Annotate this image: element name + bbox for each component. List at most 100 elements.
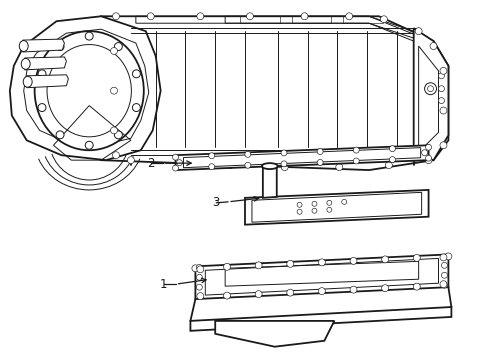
Circle shape — [352, 147, 359, 153]
Polygon shape — [190, 307, 450, 331]
Circle shape — [196, 284, 202, 290]
Polygon shape — [215, 321, 334, 347]
Circle shape — [311, 208, 316, 213]
Circle shape — [110, 48, 117, 54]
Circle shape — [425, 144, 431, 150]
Circle shape — [223, 292, 230, 299]
Circle shape — [380, 16, 386, 23]
Circle shape — [85, 141, 93, 149]
Polygon shape — [195, 255, 447, 299]
Circle shape — [388, 146, 395, 152]
Circle shape — [208, 164, 214, 170]
Circle shape — [425, 155, 431, 161]
Circle shape — [381, 256, 388, 263]
Circle shape — [197, 293, 203, 300]
Circle shape — [444, 253, 451, 260]
Circle shape — [281, 161, 286, 167]
Circle shape — [301, 13, 307, 20]
Circle shape — [341, 199, 346, 204]
Circle shape — [196, 274, 202, 280]
Circle shape — [352, 158, 359, 164]
Ellipse shape — [35, 31, 143, 150]
Circle shape — [385, 162, 391, 168]
Circle shape — [412, 255, 419, 261]
Circle shape — [110, 127, 117, 134]
Polygon shape — [263, 167, 276, 198]
Circle shape — [326, 201, 331, 205]
Circle shape — [85, 32, 93, 40]
Circle shape — [318, 259, 325, 266]
Circle shape — [441, 282, 447, 288]
Circle shape — [439, 281, 446, 288]
Polygon shape — [27, 75, 68, 88]
Circle shape — [388, 157, 395, 163]
Text: 1: 1 — [160, 278, 167, 291]
Circle shape — [226, 162, 233, 168]
Circle shape — [112, 13, 119, 20]
Circle shape — [38, 104, 46, 112]
Circle shape — [191, 265, 199, 272]
Circle shape — [381, 285, 388, 292]
Circle shape — [414, 28, 421, 35]
Ellipse shape — [23, 76, 32, 87]
Circle shape — [286, 289, 293, 296]
Circle shape — [244, 151, 250, 157]
Ellipse shape — [21, 58, 30, 69]
Circle shape — [345, 13, 352, 20]
Polygon shape — [175, 145, 427, 170]
Polygon shape — [22, 39, 64, 52]
Ellipse shape — [262, 163, 277, 169]
Circle shape — [246, 13, 253, 20]
Circle shape — [172, 165, 178, 171]
Circle shape — [244, 162, 250, 168]
Polygon shape — [25, 57, 66, 70]
Circle shape — [38, 70, 46, 78]
Circle shape — [318, 288, 325, 294]
Circle shape — [326, 207, 331, 212]
Circle shape — [441, 262, 447, 268]
Circle shape — [176, 159, 182, 166]
Circle shape — [286, 260, 293, 267]
Circle shape — [281, 150, 286, 156]
Circle shape — [438, 98, 444, 104]
Circle shape — [439, 142, 446, 149]
Circle shape — [297, 209, 302, 214]
Circle shape — [412, 283, 419, 290]
Circle shape — [349, 257, 356, 264]
Circle shape — [317, 159, 323, 165]
Circle shape — [196, 264, 202, 270]
Circle shape — [56, 131, 64, 139]
Circle shape — [441, 272, 447, 278]
Circle shape — [424, 83, 436, 95]
Circle shape — [114, 42, 122, 50]
Circle shape — [439, 254, 446, 261]
Circle shape — [317, 149, 323, 154]
Circle shape — [110, 87, 117, 94]
Circle shape — [349, 286, 356, 293]
Circle shape — [255, 262, 262, 269]
Circle shape — [127, 157, 134, 164]
Circle shape — [56, 42, 64, 50]
Circle shape — [297, 202, 302, 207]
Text: 2: 2 — [147, 157, 154, 170]
Circle shape — [335, 164, 342, 171]
Circle shape — [439, 67, 446, 74]
Circle shape — [223, 264, 230, 270]
Polygon shape — [10, 16, 161, 160]
Circle shape — [255, 291, 262, 298]
Polygon shape — [413, 28, 447, 160]
Circle shape — [208, 153, 214, 159]
Circle shape — [424, 157, 431, 164]
Circle shape — [132, 104, 140, 112]
Circle shape — [421, 150, 427, 156]
Circle shape — [438, 73, 444, 79]
Circle shape — [147, 13, 154, 20]
Circle shape — [429, 42, 436, 50]
Circle shape — [439, 107, 446, 114]
Circle shape — [438, 86, 444, 92]
Circle shape — [132, 70, 140, 78]
Text: 3: 3 — [212, 196, 220, 209]
Circle shape — [197, 13, 203, 20]
Circle shape — [281, 164, 287, 171]
Circle shape — [112, 152, 119, 159]
